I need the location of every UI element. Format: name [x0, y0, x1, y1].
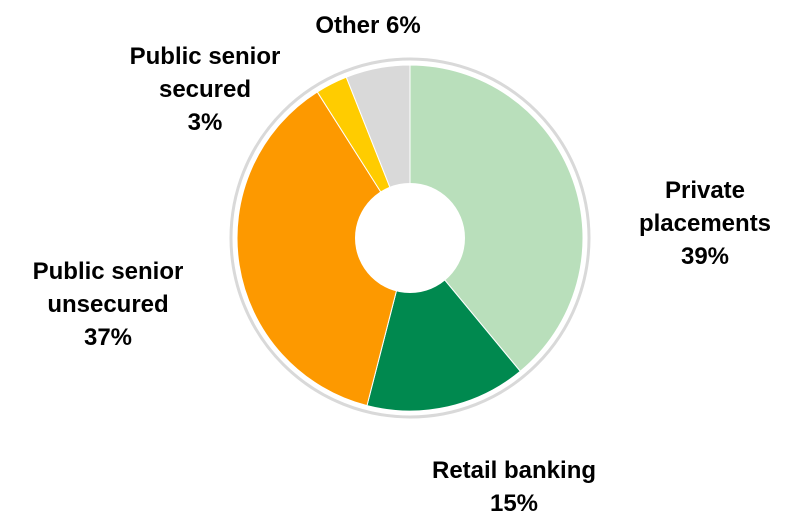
label-line: unsecured	[47, 291, 168, 318]
donut-hole	[355, 183, 465, 293]
label-line: Public senior	[33, 258, 184, 285]
label-line: 37%	[84, 324, 132, 351]
label-private-placements: Private placements 39%	[639, 177, 771, 270]
label-line: 15%	[490, 490, 538, 513]
slice-private-placements	[409, 64, 584, 373]
label-line: Private	[665, 177, 745, 204]
label-line: 3%	[188, 109, 223, 136]
label-line: Retail banking	[432, 457, 596, 484]
label-public-senior-unsecured: Public senior unsecured 37%	[33, 258, 184, 351]
label-public-senior-secured: Public senior secured 3%	[130, 43, 281, 136]
label-other: Other 6%	[315, 12, 420, 39]
label-line: secured	[159, 76, 251, 103]
label-retail-banking: Retail banking 15%	[432, 457, 596, 513]
label-line: placements	[639, 210, 771, 237]
label-line: Other 6%	[315, 12, 420, 39]
label-line: 39%	[681, 243, 729, 270]
slice-labels: Private placements 39% Retail banking 15% Pub…	[33, 12, 771, 513]
label-line: Public senior	[130, 43, 281, 70]
